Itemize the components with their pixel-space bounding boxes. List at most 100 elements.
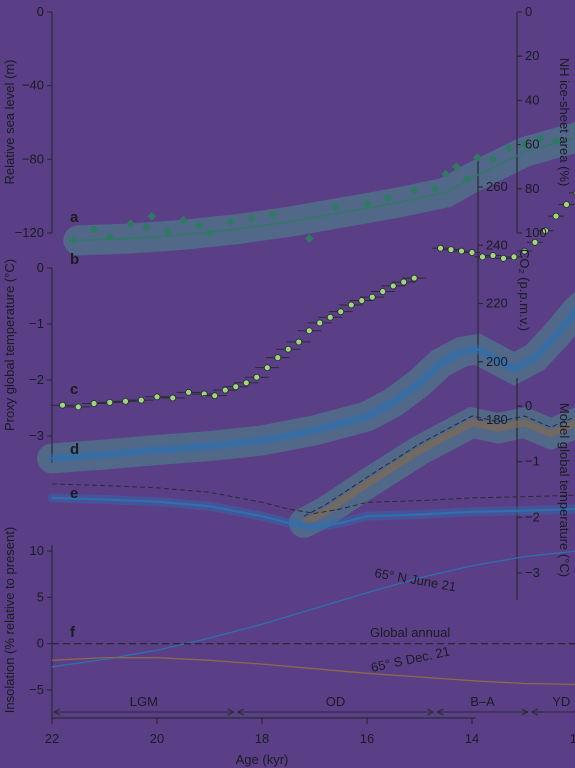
sea-level-tick-label: −80 xyxy=(22,151,44,166)
panel-letter-a: a xyxy=(70,209,79,226)
sea-level-point xyxy=(247,214,256,223)
proxy-point xyxy=(263,364,271,372)
proxy-point xyxy=(221,386,229,394)
curve-e-dashed-line xyxy=(51,483,575,514)
interval-arrow-head xyxy=(227,708,235,716)
co2-point xyxy=(500,254,507,262)
proxy-point xyxy=(368,293,376,301)
sea-level-point xyxy=(441,169,450,179)
tick-layer xyxy=(47,11,522,724)
proxy-temp-tick-label: 0 xyxy=(37,260,44,275)
age-tick-label: 18 xyxy=(255,731,269,746)
age-tick-label: 12 xyxy=(570,731,575,746)
insolation-tick-label: 10 xyxy=(30,543,44,558)
co2-tick-label: 200 xyxy=(486,354,508,369)
interval-arrow-head xyxy=(436,708,444,716)
sea-level-point xyxy=(410,186,419,195)
co2-point xyxy=(479,253,486,261)
interval-arrow-head xyxy=(427,708,435,716)
sea-level-axis-title: Relative sea level (m) xyxy=(2,60,17,185)
interval-arrow-head xyxy=(521,708,529,716)
proxy-point xyxy=(410,274,418,282)
sea-level-tick-label: −120 xyxy=(15,225,44,240)
proxy-point xyxy=(347,301,355,309)
proxy-point xyxy=(389,282,397,290)
age-tick-label: 16 xyxy=(360,731,374,746)
model-temp-tick-label: −1 xyxy=(525,454,540,469)
proxy-temp-tick-label: −3 xyxy=(29,428,44,443)
sea-level-point xyxy=(179,215,188,225)
panel-highlights xyxy=(37,121,575,538)
interval-arrow-head xyxy=(52,708,61,716)
interval-arrow-head xyxy=(530,708,538,716)
axes-layer xyxy=(51,12,518,719)
proxy-point xyxy=(400,278,408,286)
co2-point xyxy=(437,244,444,252)
sea-level-tick-label: −40 xyxy=(22,78,44,93)
series-label-65n-june: 65° N June 21 xyxy=(373,565,457,594)
proxy-point xyxy=(253,373,261,381)
model-temp-axis-title: Model global temperature (°C) xyxy=(557,403,572,577)
sea-level-point xyxy=(142,223,151,232)
proxy-point xyxy=(90,400,98,407)
age-tick-label: 20 xyxy=(150,731,164,746)
proxy-point xyxy=(211,392,219,400)
co2-point xyxy=(552,212,560,220)
curve-d-line xyxy=(51,310,575,460)
age-tick-label: 22 xyxy=(45,731,59,746)
co2-tick-label: 240 xyxy=(486,237,508,252)
interval-label: B–A xyxy=(470,694,495,709)
age-axis-title: Age (kyr) xyxy=(236,752,289,767)
sea-level-point xyxy=(126,219,135,229)
model-temp-tick-label: 0 xyxy=(525,398,532,413)
sea-level-point xyxy=(205,228,214,238)
age-tick-label: 14 xyxy=(465,731,479,746)
series-label-65s-dec: 65° S Dec. 21 xyxy=(370,644,452,675)
sea-level-point xyxy=(89,225,99,234)
co2-point xyxy=(510,253,518,261)
co2-tick-label: 220 xyxy=(486,296,508,311)
sea-level-point xyxy=(383,193,393,203)
proxy-point xyxy=(169,394,177,402)
co2-tick-label: 180 xyxy=(486,412,508,427)
proxy-point xyxy=(358,297,366,304)
model-temp-tick-label: −2 xyxy=(525,509,540,524)
sea-level-point xyxy=(488,155,498,164)
insolation-65s-dec-line xyxy=(51,656,575,686)
proxy-point xyxy=(326,313,334,321)
sea-level-point xyxy=(226,217,235,227)
sea-level-point xyxy=(462,175,471,184)
sea-level-point xyxy=(362,199,372,208)
insolation-axis-title: Insolation (% relative to present) xyxy=(2,527,17,713)
sea-level-point xyxy=(68,236,78,245)
sea-level-fit-line xyxy=(78,137,575,242)
sea-level-point xyxy=(105,232,114,241)
ice-area-tick-label: 100 xyxy=(525,225,547,240)
proxy-point xyxy=(284,345,292,353)
sea-level-tick-label: 0 xyxy=(37,4,44,19)
proxy-temp-axis-title: Proxy global temperature (°C) xyxy=(2,259,17,431)
sea-level-point xyxy=(331,202,340,212)
ice-area-axis-title: NH ice-sheet area (%) xyxy=(557,58,572,187)
sea-level-point xyxy=(194,221,204,230)
sea-level-point xyxy=(473,153,482,162)
ice-area-tick-label: 20 xyxy=(525,48,539,63)
proxy-point xyxy=(74,403,82,411)
ice-area-tick-label: 0 xyxy=(525,4,532,19)
proxy-point xyxy=(122,397,129,405)
proxy-point xyxy=(316,319,324,327)
insolation-65n-june-line xyxy=(51,550,575,668)
sea-level-point xyxy=(452,162,461,171)
model-temp-tick-label: −3 xyxy=(525,565,540,580)
series-label-global-annual: Global annual xyxy=(370,625,450,640)
proxy-point xyxy=(305,327,313,335)
marks-layer xyxy=(47,123,575,716)
interval-label: LGM xyxy=(130,694,158,709)
insolation-tick-label: 0 xyxy=(37,636,44,651)
sea-level-point xyxy=(147,212,156,221)
co2-point xyxy=(531,238,539,246)
panel-letter-b: b xyxy=(70,251,79,268)
ice-area-tick-label: 60 xyxy=(525,137,539,152)
sea-level-point xyxy=(431,184,440,194)
